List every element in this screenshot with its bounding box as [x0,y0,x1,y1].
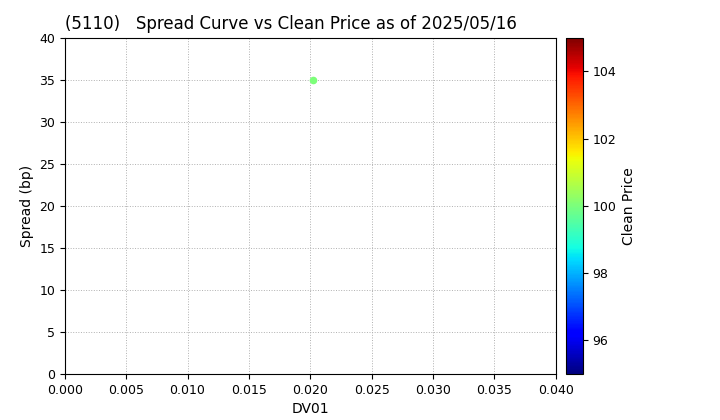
Text: (5110)   Spread Curve vs Clean Price as of 2025/05/16: (5110) Spread Curve vs Clean Price as of… [65,16,517,34]
Point [307,76,318,83]
Y-axis label: Spread (bp): Spread (bp) [19,165,34,247]
Y-axis label: Clean Price: Clean Price [622,167,636,245]
X-axis label: DV01: DV01 [292,402,329,416]
